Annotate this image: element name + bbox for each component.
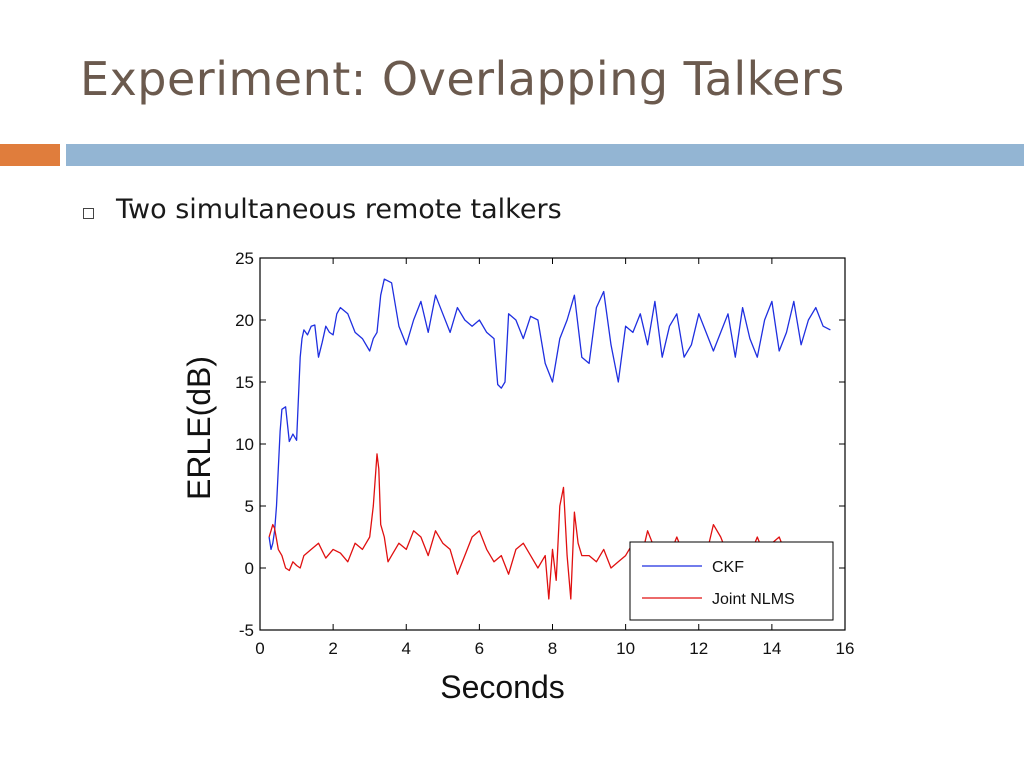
erle-chart: 0 2 4 6 8 10 12 14 16-50510152025SecondsERLE(dB)… bbox=[181, 249, 854, 705]
legend-box bbox=[629, 541, 834, 621]
chart-legend: CKF Joint NLMS bbox=[629, 541, 834, 621]
x-tick-label: 4 bbox=[402, 639, 411, 658]
x-tick-label: 10 bbox=[616, 639, 635, 658]
x-tick-label: 6 bbox=[475, 639, 484, 658]
x-tick-label: 16 bbox=[836, 639, 855, 658]
accent-bar bbox=[0, 144, 60, 166]
y-tick-label: 0 bbox=[245, 559, 254, 578]
y-tick-label: 20 bbox=[235, 311, 254, 330]
y-tick-label: -5 bbox=[239, 621, 254, 640]
x-tick-label: 14 bbox=[762, 639, 781, 658]
legend-label-joint-nlms: Joint NLMS bbox=[712, 591, 795, 608]
legend-label-ckf: CKF bbox=[712, 559, 744, 576]
slide-title: Experiment: Overlapping Talkers bbox=[80, 52, 845, 106]
x-tick-label: 8 bbox=[548, 639, 557, 658]
bullet-text: Two simultaneous remote talkers bbox=[116, 194, 562, 225]
x-axis-label: Seconds bbox=[440, 669, 565, 705]
header-divider-bar bbox=[66, 144, 1024, 166]
x-tick-label: 12 bbox=[689, 639, 708, 658]
y-axis-label: ERLE(dB) bbox=[181, 356, 217, 500]
x-tick-label: 2 bbox=[328, 639, 337, 658]
y-tick-label: 10 bbox=[235, 435, 254, 454]
chart-series bbox=[268, 278, 831, 600]
series-line-joint-nlms bbox=[268, 453, 831, 600]
x-tick-label: 0 bbox=[255, 639, 264, 658]
series-line-ckf bbox=[268, 278, 831, 551]
y-tick-label: 5 bbox=[245, 497, 254, 516]
y-tick-label: 15 bbox=[235, 373, 254, 392]
bullet-square-icon bbox=[83, 208, 94, 219]
y-tick-label: 25 bbox=[235, 249, 254, 268]
